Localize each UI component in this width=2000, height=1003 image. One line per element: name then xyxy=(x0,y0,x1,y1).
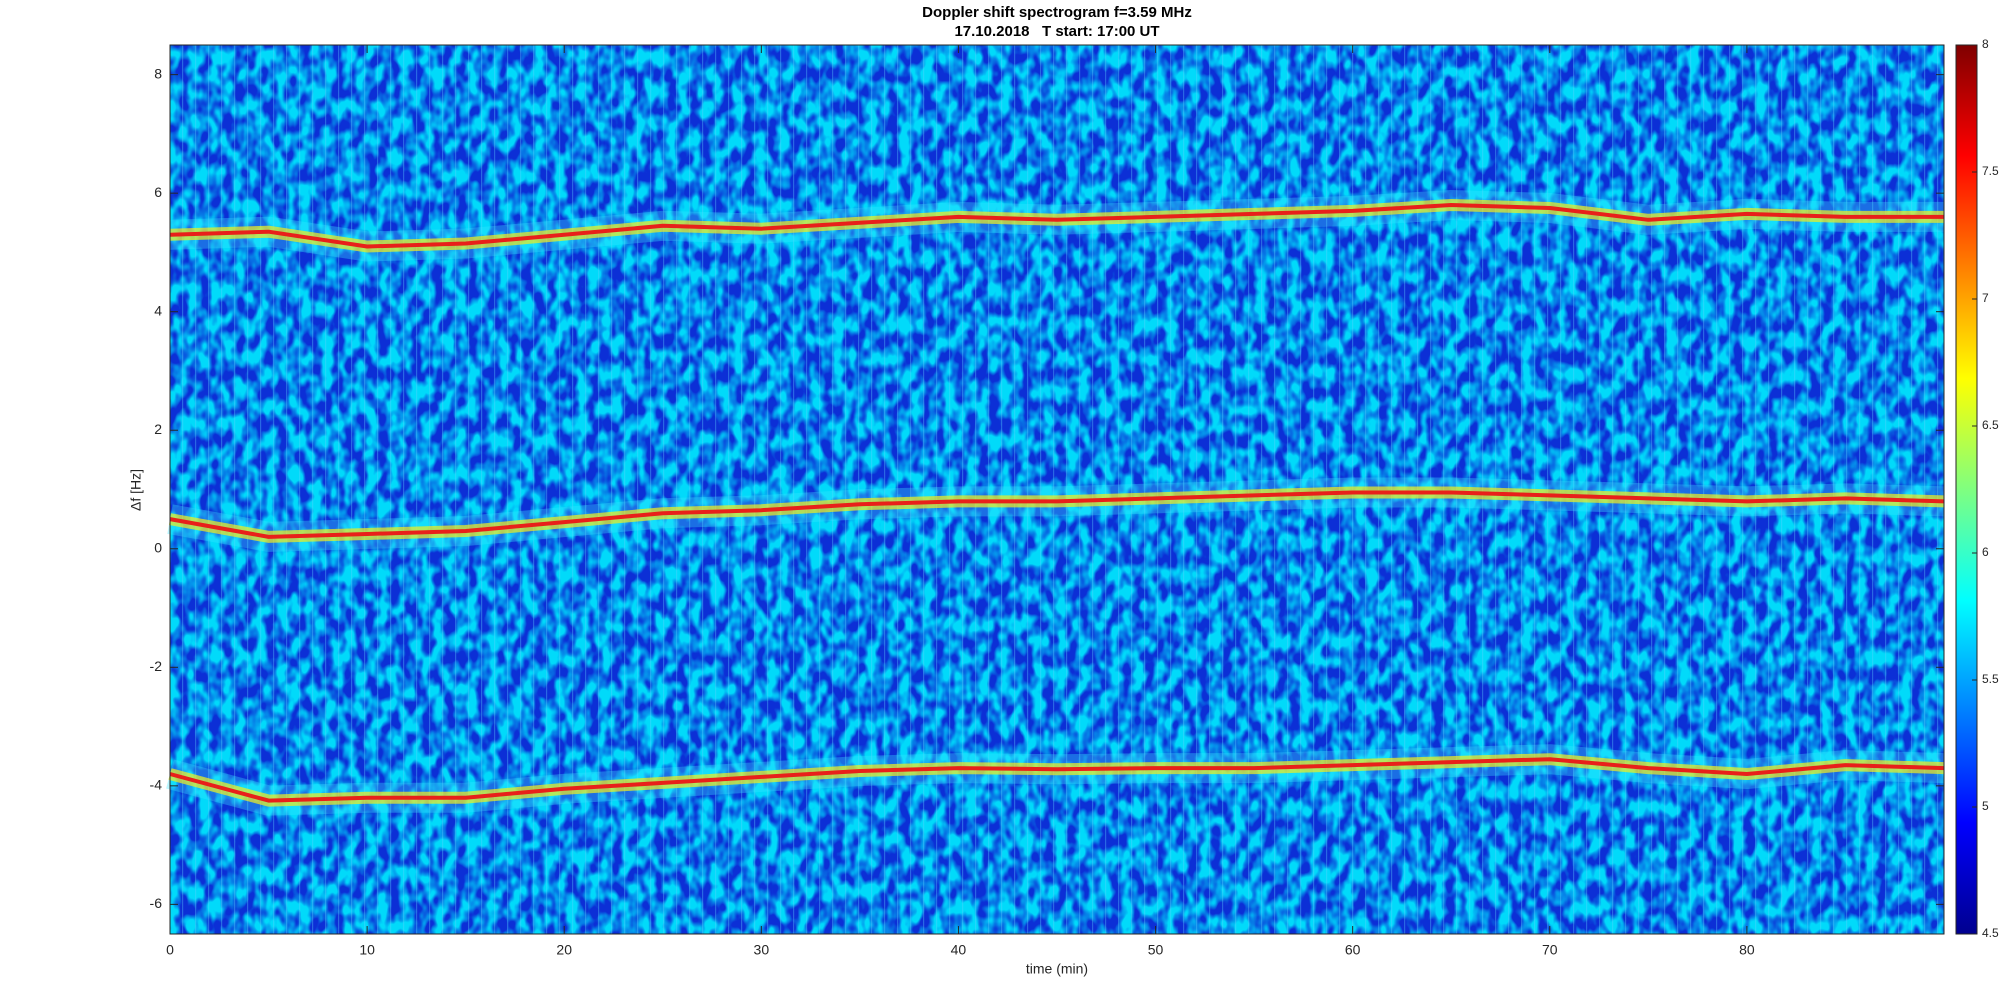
x-tick-label: 20 xyxy=(556,942,572,958)
y-tick-label: -2 xyxy=(150,658,163,674)
x-tick-label: 80 xyxy=(1739,942,1755,958)
y-tick-label: 0 xyxy=(154,539,162,555)
stripe-texture xyxy=(170,45,1944,934)
colorbar-tick-label: 6 xyxy=(1982,545,1989,559)
x-axis-label: time (min) xyxy=(1026,961,1088,977)
x-tick-label: 50 xyxy=(1148,942,1164,958)
x-tick-label: 0 xyxy=(166,942,174,958)
colorbar-tick-label: 5.5 xyxy=(1982,672,1999,686)
y-tick-label: -4 xyxy=(150,777,163,793)
x-tick-label: 10 xyxy=(359,942,375,958)
trace xyxy=(169,490,1945,539)
y-tick-label: 8 xyxy=(154,65,162,81)
colorbar-tick-label: 6.5 xyxy=(1982,418,1999,432)
colorbar-tick-label: 8 xyxy=(1982,37,1989,51)
x-tick-label: 30 xyxy=(754,942,770,958)
chart-title: Doppler shift spectrogram f=3.59 MHz xyxy=(922,4,1192,21)
x-tick-label: 70 xyxy=(1542,942,1558,958)
y-tick-label: 6 xyxy=(154,184,162,200)
trace xyxy=(169,203,1944,249)
y-tick-label: -6 xyxy=(150,895,163,911)
y-axis-label: Δf [Hz] xyxy=(128,469,144,511)
y-tick-label: 4 xyxy=(154,302,162,318)
trace xyxy=(169,757,1945,803)
colorbar-tick-label: 4.5 xyxy=(1982,926,1999,940)
colorbar-tick-label: 7.5 xyxy=(1982,164,1999,178)
x-tick-label: 60 xyxy=(1345,942,1361,958)
y-tick-label: 2 xyxy=(154,421,162,437)
colorbar-tick-label: 7 xyxy=(1982,291,1989,305)
plot-frame xyxy=(169,44,1945,935)
colorbar-tick-label: 5 xyxy=(1982,799,1989,813)
colorbar xyxy=(1955,44,1978,935)
traces xyxy=(166,190,1945,816)
chart-subtitle: 17.10.2018 T start: 17:00 UT xyxy=(954,23,1159,40)
x-tick-label: 40 xyxy=(951,942,967,958)
